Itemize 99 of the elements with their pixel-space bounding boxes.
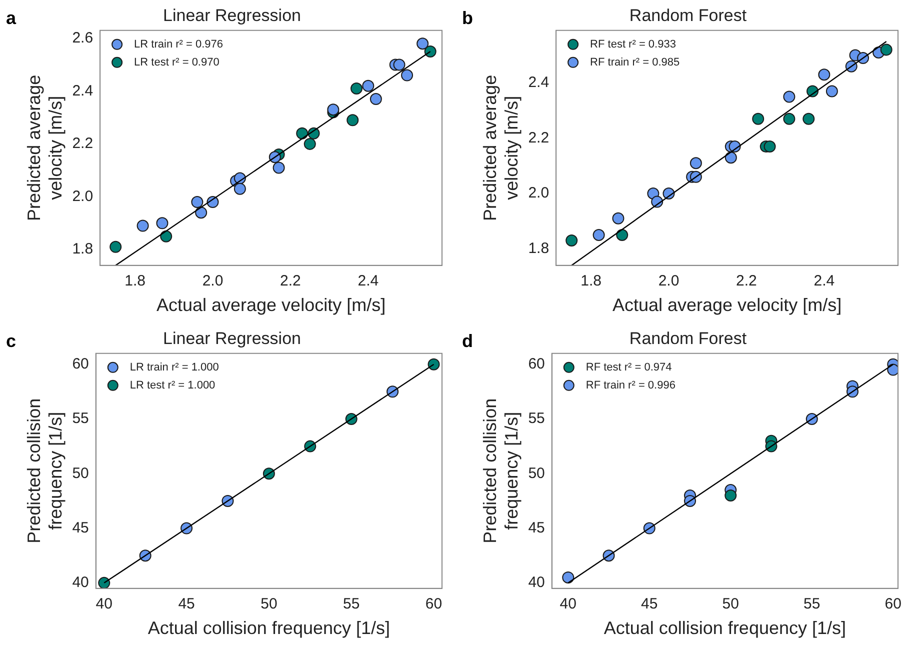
- x-tick-label: 50: [260, 596, 278, 613]
- point: [752, 112, 764, 125]
- point: [160, 230, 172, 242]
- point: [304, 138, 316, 150]
- x-tick-label: 50: [722, 596, 739, 613]
- x-tick-label: 55: [343, 596, 360, 613]
- point: [880, 44, 892, 56]
- point: [98, 576, 110, 588]
- text: d: [462, 331, 473, 352]
- x-tick-label: 45: [641, 596, 658, 613]
- point: [416, 38, 429, 50]
- x-axis-title: Actual average velocity [m/s]: [612, 295, 842, 316]
- y-tick-label: 55: [528, 410, 545, 428]
- point: [156, 217, 168, 230]
- point: [346, 114, 359, 126]
- y-tick-label: 55: [72, 410, 89, 428]
- y-tick-label: 2.2: [528, 129, 550, 146]
- point: [327, 104, 340, 116]
- point: [234, 182, 246, 195]
- point: [393, 58, 406, 71]
- y-tick-label: 1.8: [528, 240, 550, 257]
- y-tick-label: 50: [72, 464, 89, 482]
- legend-label: LR train r² = 1.000: [130, 361, 219, 374]
- point: [362, 80, 374, 92]
- point: [110, 240, 122, 253]
- point: [401, 69, 414, 82]
- x-tick-label: 40: [560, 596, 576, 613]
- point: [616, 228, 628, 241]
- x-tick-label: 45: [178, 596, 195, 613]
- legend-label: RF train r² = 0.996: [586, 379, 676, 392]
- x-tick-label: 1.8: [580, 272, 602, 290]
- y-tick-label: 2.2: [72, 135, 94, 152]
- point: [566, 234, 578, 247]
- chart-title: Linear Regression: [163, 328, 301, 348]
- chart-title: Random Forest: [629, 328, 747, 348]
- point: [428, 358, 440, 370]
- point: [783, 112, 796, 125]
- point: [191, 196, 204, 208]
- x-tick-label: 1.8: [124, 272, 146, 290]
- y-axis-title: Predicted collision frequency [1/s]: [24, 398, 66, 544]
- point: [690, 157, 702, 170]
- legend-label: LR train r² = 0.976: [134, 38, 224, 50]
- point: [764, 140, 776, 153]
- x-axis-title: Actual collision frequency [1/s]: [604, 618, 846, 638]
- x-tick-label: 55: [804, 596, 820, 613]
- x-tick-label: 40: [96, 596, 112, 613]
- y-tick-label: 60: [72, 355, 89, 372]
- x-tick-label: 2.4: [814, 272, 835, 290]
- y-tick-label: 2.0: [72, 188, 94, 205]
- point: [272, 162, 285, 174]
- x-axis-title: Actual collision frequency [1/s]: [148, 618, 390, 638]
- y-axis-title: Predicted average velocity [m/s]: [24, 74, 66, 221]
- y-tick-label: 2.6: [72, 29, 94, 46]
- chart-title: Linear Regression: [163, 6, 301, 25]
- legend-label: RF train r² = 0.985: [590, 56, 680, 68]
- y-axis-title: Predicted collision frequency [1/s]: [480, 398, 522, 544]
- point: [592, 228, 605, 241]
- y-tick-label: 60: [528, 355, 545, 372]
- y-axis-title: Predicted average velocity [m/s]: [480, 74, 522, 221]
- point: [350, 82, 363, 94]
- legend-label: LR test r² = 1.000: [130, 379, 216, 392]
- legend-label: LR test r² = 0.970: [134, 56, 220, 68]
- point: [424, 46, 436, 58]
- point: [826, 85, 838, 98]
- y-tick-label: 45: [528, 519, 545, 536]
- point: [195, 206, 208, 219]
- point: [724, 152, 737, 164]
- point: [370, 93, 382, 106]
- y-tick-label: 2.4: [72, 82, 94, 100]
- point: [783, 90, 796, 103]
- point: [887, 364, 898, 376]
- x-tick-label: 2.2: [280, 272, 301, 290]
- point: [296, 127, 308, 140]
- y-tick-label: 2.0: [528, 184, 550, 202]
- legend-label: RF test r² = 0.974: [586, 361, 672, 374]
- point: [724, 489, 737, 502]
- x-axis-title: Actual average velocity [m/s]: [156, 295, 386, 316]
- y-tick-label: 2.4: [528, 74, 550, 92]
- point: [802, 112, 815, 125]
- x-tick-label: 60: [884, 596, 902, 613]
- legend-label: RF test r² = 0.933: [590, 38, 676, 50]
- text: a: [6, 8, 16, 29]
- y-tick-label: 1.8: [72, 240, 94, 258]
- point: [136, 220, 149, 232]
- chart-title: Random Forest: [629, 6, 747, 25]
- text: b: [462, 8, 473, 29]
- y-tick-label: 45: [72, 519, 89, 536]
- y-tick-label: 40: [72, 574, 89, 592]
- x-tick-label: 2.0: [202, 272, 224, 290]
- x-tick-label: 2.2: [736, 272, 757, 290]
- y-tick-label: 50: [528, 464, 545, 482]
- x-tick-label: 2.0: [658, 272, 680, 290]
- point: [818, 68, 830, 81]
- y-tick-label: 40: [528, 574, 545, 592]
- text: c: [6, 331, 16, 352]
- x-tick-label: 2.4: [358, 272, 379, 290]
- point: [612, 212, 624, 224]
- point: [562, 571, 574, 584]
- x-tick-label: 60: [425, 596, 442, 613]
